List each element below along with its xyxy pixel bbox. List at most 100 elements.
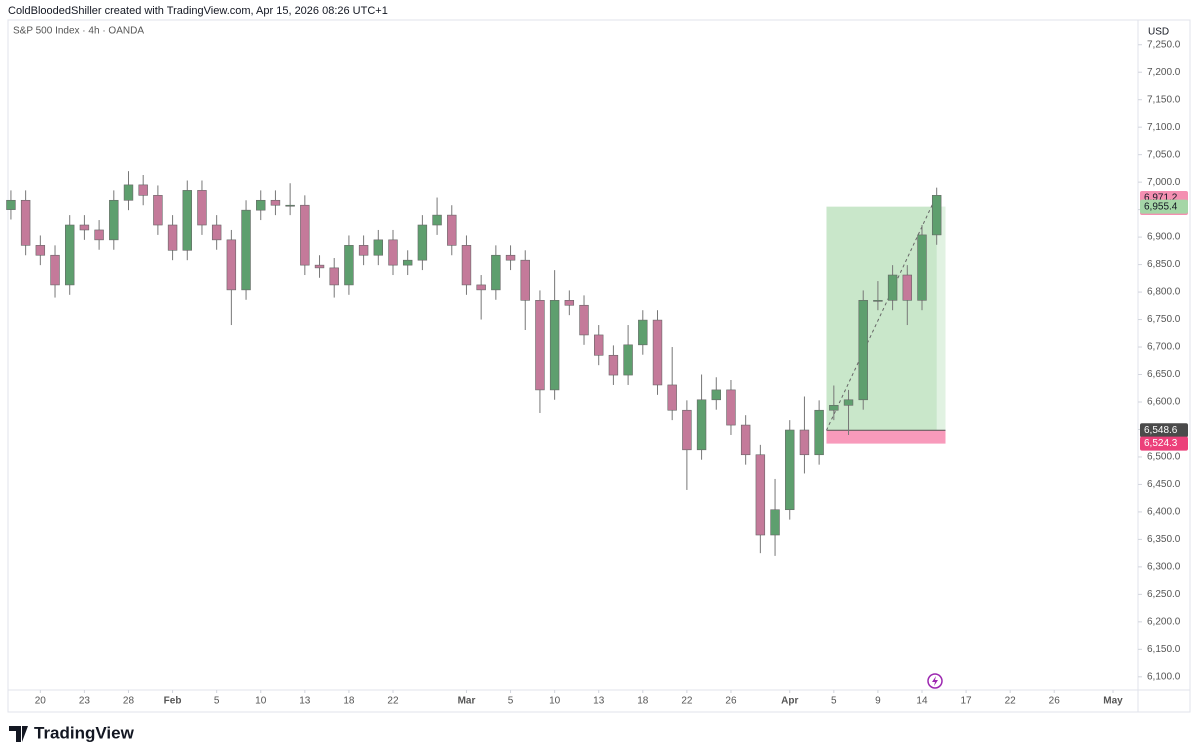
candle-body: [594, 334, 604, 356]
candle-body: [829, 404, 839, 411]
candle-body: [109, 199, 119, 241]
candle-body: [873, 300, 883, 302]
candle-body: [740, 424, 751, 456]
candle-body: [843, 399, 854, 406]
candle-body: [285, 204, 295, 207]
x-tick-label: 5: [831, 696, 837, 707]
y-tick-label: 6,600.0: [1147, 397, 1181, 408]
candle-body: [579, 304, 589, 336]
x-tick-label: 20: [35, 696, 47, 707]
x-tick-label: 9: [875, 696, 881, 707]
candle-body: [652, 319, 663, 386]
candle-body: [153, 195, 163, 226]
candle-body: [535, 300, 545, 391]
y-tick-label: 6,300.0: [1147, 562, 1181, 573]
candle-body: [755, 454, 766, 536]
candle-body: [314, 264, 325, 269]
y-tick-label: 6,150.0: [1147, 644, 1181, 655]
x-tick-label: 17: [961, 696, 973, 707]
y-tick-label: 7,100.0: [1147, 122, 1181, 133]
candle-body: [138, 184, 148, 196]
candle-body: [667, 384, 677, 411]
x-tick-label: 23: [79, 696, 91, 707]
target-badge: [1140, 199, 1188, 214]
y-tick-label: 6,900.0: [1147, 232, 1181, 243]
candle-body: [94, 229, 104, 241]
x-tick-label: 5: [214, 696, 220, 707]
candle-body: [358, 245, 369, 256]
candle-body: [65, 224, 75, 286]
stop-badge: [1140, 436, 1188, 451]
candle-body: [902, 274, 913, 301]
alert-bolt: [932, 676, 938, 686]
candle-body: [608, 354, 619, 376]
candle-body: [638, 319, 648, 346]
candle-body: [858, 300, 868, 401]
candle-body: [520, 259, 530, 301]
progress-line: [826, 195, 938, 431]
candle-body: [785, 429, 795, 511]
candle-body: [476, 284, 486, 291]
x-tick-label: 13: [593, 696, 605, 707]
y-tick-label: 7,250.0: [1147, 39, 1181, 50]
y-tick-label: 7,150.0: [1147, 94, 1181, 105]
y-tick-label: 6,800.0: [1147, 287, 1181, 298]
credit: ColdBloodedShiller created with TradingV…: [8, 5, 388, 17]
candle-body: [50, 254, 60, 286]
candle-body: [682, 409, 692, 451]
brand-logo: TradingView: [9, 723, 135, 742]
stop-label: 6,524.3: [1144, 438, 1178, 449]
candle-body: [35, 245, 46, 256]
x-tick-label: Apr: [781, 696, 798, 707]
x-tick-label: 18: [637, 696, 649, 707]
candle-body: [226, 239, 237, 291]
candle-body: [344, 245, 354, 286]
candle-body: [373, 239, 384, 256]
y-tick-label: 6,750.0: [1147, 314, 1181, 325]
brand: TradingView: [34, 723, 135, 742]
logo-dot: [22, 727, 26, 731]
candle-body: [329, 267, 339, 286]
candle-body: [711, 389, 721, 401]
y-tick-label: 6,350.0: [1147, 534, 1181, 545]
y-tick-label: 6,100.0: [1147, 671, 1181, 682]
candle-body: [197, 190, 207, 226]
x-tick-label: 28: [123, 696, 135, 707]
candle-body: [167, 224, 178, 251]
currency-label: USD: [1148, 27, 1169, 38]
x-tick-label: May: [1103, 696, 1123, 707]
y-tick-label: 7,050.0: [1147, 149, 1181, 160]
candle-body: [461, 245, 472, 286]
candle-body: [887, 274, 898, 301]
x-tick-label: Mar: [458, 696, 476, 707]
candle-body: [241, 209, 251, 291]
x-tick-label: 14: [916, 696, 928, 707]
y-tick-label: 6,450.0: [1147, 479, 1181, 490]
x-tick-label: 22: [681, 696, 693, 707]
chart-title: S&P 500 Index · 4h · OANDA: [13, 26, 144, 37]
alert-icon[interactable]: [927, 673, 943, 689]
x-tick-label: 26: [1049, 696, 1061, 707]
entry-badge: [1140, 423, 1188, 438]
candle-body: [300, 204, 310, 266]
x-tick-label: 10: [255, 696, 267, 707]
x-tick-label: 5: [508, 696, 514, 707]
y-tick-label: 6,650.0: [1147, 369, 1181, 380]
x-tick-label: 18: [343, 696, 355, 707]
frame: [7, 19, 1191, 713]
candle-body: [6, 199, 16, 210]
last-price-label: 6,971.2: [1144, 193, 1178, 204]
y-tick-label: 6,850.0: [1147, 259, 1181, 270]
profit-zone: [826, 206, 946, 431]
profit-zone-future: [936, 206, 946, 431]
candle-body: [388, 239, 398, 266]
y-tick-label: 6,200.0: [1147, 616, 1181, 627]
y-tick-label: 7,000.0: [1147, 177, 1181, 188]
x-tick-label: Feb: [164, 696, 182, 707]
loss-zone: [826, 430, 946, 444]
y-tick-label: 6,250.0: [1147, 589, 1181, 600]
candle-body: [211, 224, 222, 241]
axes: 6,100.0 6,150.0 6,200.0 6,250.0 6,300.0 6,350…: [35, 39, 1188, 707]
y-tick-label: 6,400.0: [1147, 507, 1181, 518]
